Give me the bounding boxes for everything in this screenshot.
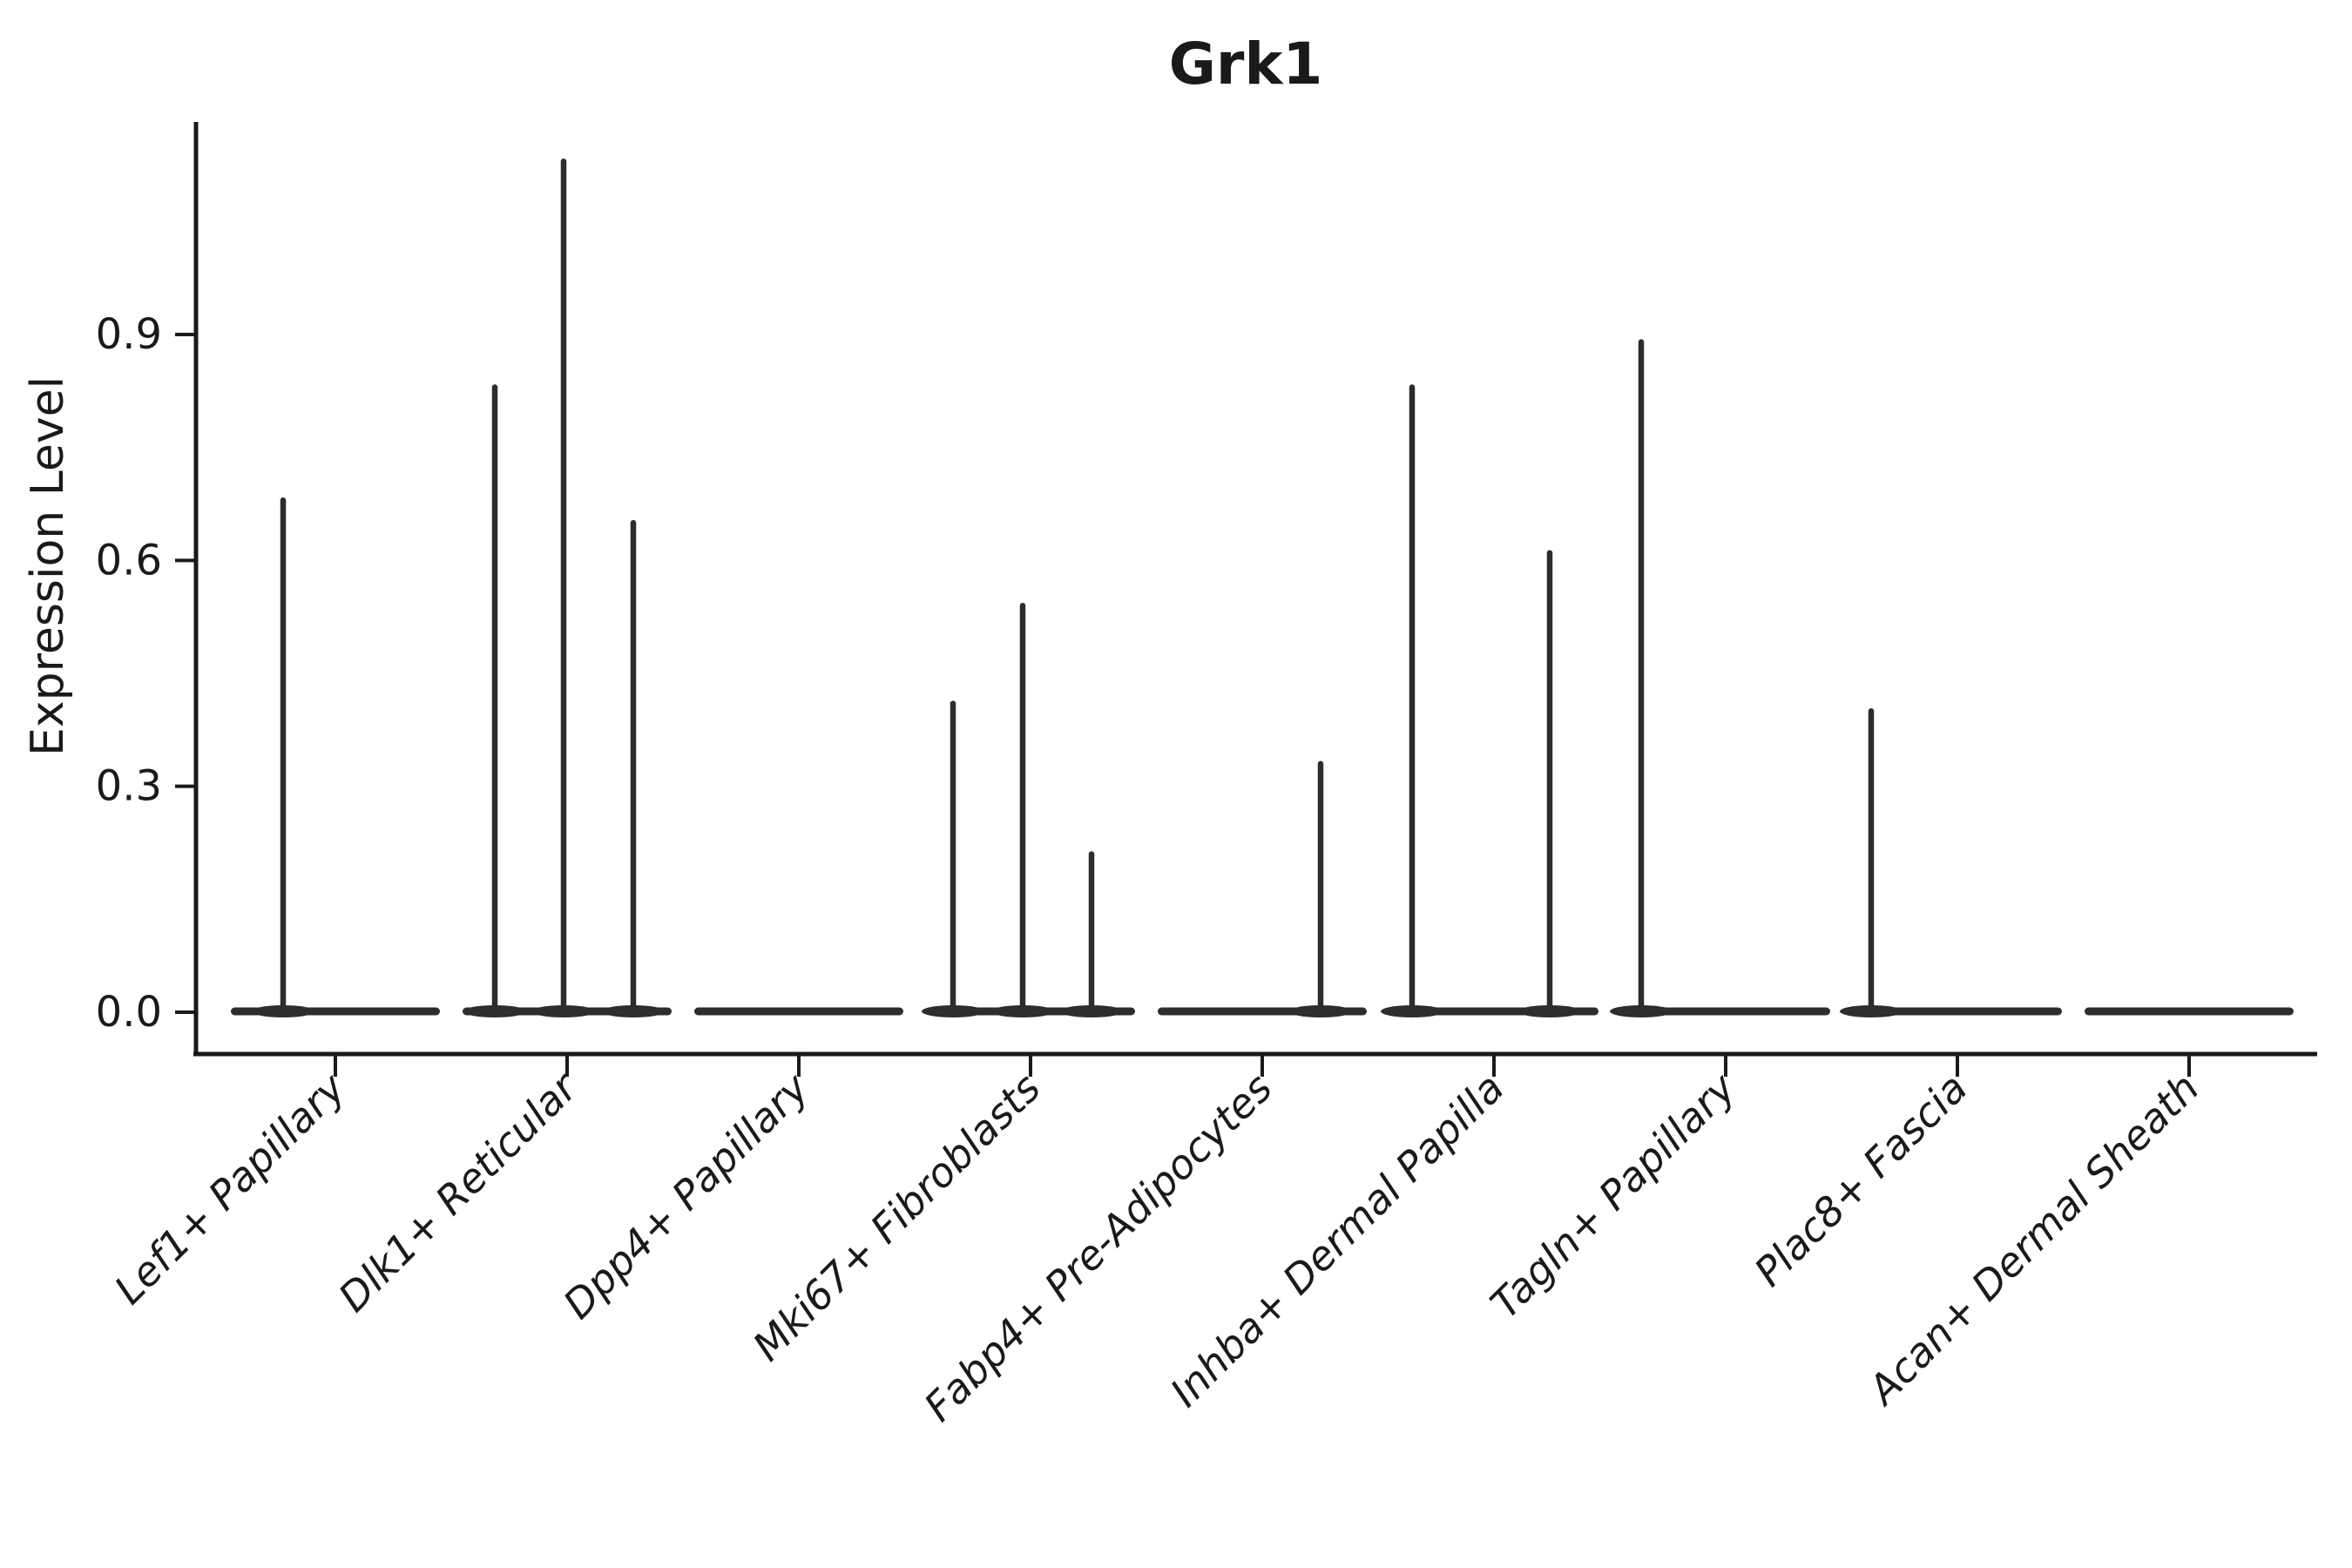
- x-tick-label: Lef1+ Papillary: [105, 1064, 355, 1313]
- x-tick-label: Plac8+ Fascia: [1745, 1064, 1976, 1295]
- y-tick-label: 0.3: [96, 762, 162, 811]
- x-tick-label: Dlk1+ Reticular: [329, 1062, 588, 1321]
- violin: [1840, 707, 2062, 1017]
- violins: [231, 158, 2294, 1017]
- violin: [1610, 339, 1830, 1017]
- violin-baseline: [1853, 1007, 2062, 1016]
- x-tick-label: Tagln+ Papillary: [1481, 1064, 1745, 1328]
- violin-baseline: [1621, 1007, 1830, 1016]
- y-tick-label: 0.6: [96, 536, 162, 585]
- violin-baseline: [694, 1007, 903, 1016]
- violin: [1381, 384, 1598, 1017]
- x-tick-label: Dpp4+ Papillary: [554, 1064, 818, 1328]
- y-tick-label: 0.0: [96, 988, 162, 1037]
- violin: [922, 602, 1135, 1017]
- violin: [694, 1007, 903, 1016]
- violin: [463, 158, 672, 1017]
- y-tick-label: 0.9: [96, 310, 162, 359]
- plot-title: Grk1: [1169, 30, 1323, 98]
- violin: [2085, 1007, 2294, 1016]
- violin: [231, 497, 440, 1017]
- y-axis-label: Expression Level: [22, 376, 74, 756]
- violin: [1158, 760, 1367, 1017]
- y-axis-ticks: 0.0 0.3 0.6 0.9: [96, 310, 196, 1037]
- violin-baseline: [2085, 1007, 2294, 1016]
